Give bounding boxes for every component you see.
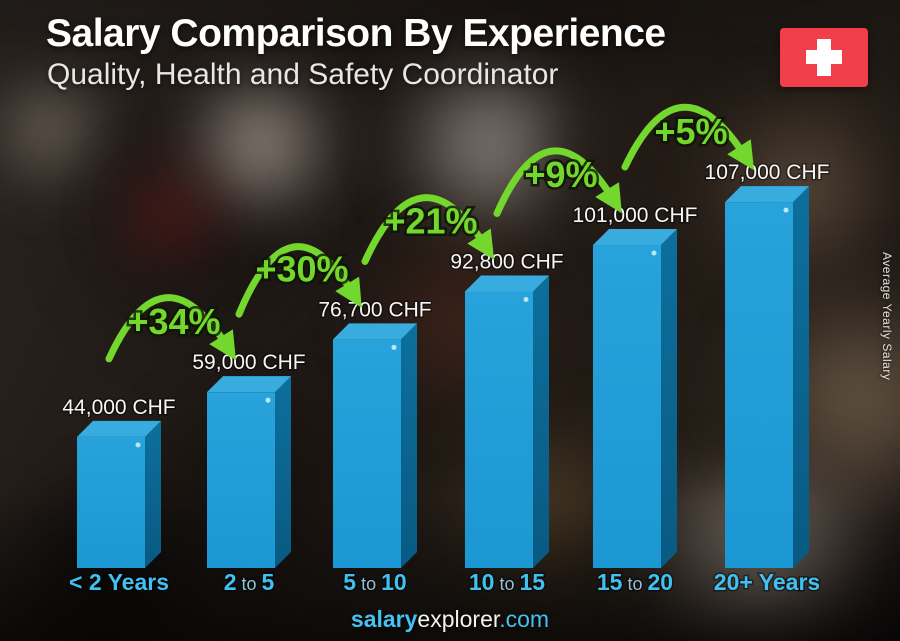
switzerland-flag-icon — [780, 28, 868, 87]
bar-top-face — [593, 229, 677, 246]
x-axis-label: 15 to 20 — [597, 569, 673, 595]
pct-increase-label: +9% — [524, 154, 597, 195]
brand-salary: salary — [350, 606, 418, 632]
bar-value-label: 76,700 CHF — [318, 298, 431, 321]
growth-arrow — [621, 103, 755, 171]
bar-group: 107,000 CHF — [703, 160, 831, 568]
brand-dotcom: .com — [499, 606, 550, 632]
pct-increase-label: +21% — [384, 200, 477, 241]
bar-top-face — [207, 376, 291, 393]
bar-value-label: 44,000 CHF — [62, 396, 175, 419]
bar-side-face — [533, 275, 549, 568]
bar-front-face — [593, 245, 661, 568]
bar-highlight-dot — [523, 296, 529, 302]
x-axis-label: 10 to 15 — [469, 569, 545, 595]
bar-value-label: 92,800 CHF — [450, 250, 563, 273]
y-axis-title: Average Yearly Salary — [880, 252, 894, 381]
bar-top-face — [725, 186, 809, 203]
bar-group: 59,000 CHF — [191, 350, 307, 568]
bar-side-face — [661, 229, 677, 568]
bar-top-face — [77, 420, 161, 437]
growth-arrow — [493, 147, 622, 217]
bar-highlight-dot — [135, 442, 141, 448]
bar-side-face — [275, 376, 291, 568]
bar-value-label: 59,000 CHF — [192, 351, 305, 374]
bar-front-face — [465, 291, 533, 568]
bar-value-label: 107,000 CHF — [705, 161, 830, 184]
flag-cross-horizontal — [806, 50, 842, 64]
bar-side-face — [145, 420, 161, 568]
bar-front-face — [725, 202, 793, 568]
bar-group: 44,000 CHF — [61, 394, 177, 568]
bar-highlight-dot — [391, 344, 397, 350]
bar-top-face — [465, 275, 549, 292]
bar-top-face — [333, 323, 417, 340]
bar-value-label: 101,000 CHF — [573, 204, 698, 227]
x-axis-label: 2 to 5 — [224, 569, 275, 595]
bar-group: 92,800 CHF — [449, 249, 565, 568]
page-title: Salary Comparison By Experience — [46, 12, 666, 55]
bar-highlight-dot — [783, 207, 789, 213]
x-axis-label: 5 to 10 — [343, 569, 406, 595]
bar-group: 101,000 CHF — [571, 203, 699, 568]
bar-group: 76,700 CHF — [317, 297, 433, 568]
page-subtitle: Quality, Health and Safety Coordinator — [47, 58, 559, 91]
growth-arrow — [235, 243, 362, 318]
x-axis-label: < 2 Years — [69, 569, 169, 595]
pct-increase-label: +34% — [127, 301, 220, 342]
bar-front-face — [207, 392, 275, 568]
growth-arrow — [105, 294, 236, 363]
pct-increase-label: +5% — [654, 111, 727, 152]
pct-increase-label: +30% — [255, 248, 348, 289]
bar-side-face — [793, 186, 809, 568]
bar-highlight-dot — [265, 397, 271, 403]
bar-side-face — [401, 323, 417, 568]
footer-watermark: salaryexplorer.com — [0, 606, 900, 633]
brand-explorer: explorer — [417, 606, 500, 632]
x-axis-label: 20+ Years — [714, 569, 820, 595]
bar-highlight-dot — [651, 250, 657, 256]
bar-front-face — [77, 436, 145, 568]
growth-arrow — [361, 194, 495, 265]
bar-front-face — [333, 339, 401, 568]
